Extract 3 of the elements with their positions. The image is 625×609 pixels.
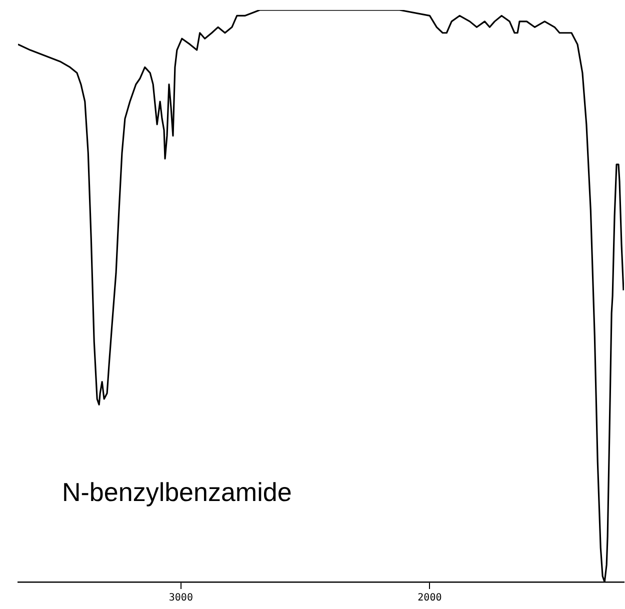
x-tick-label: 2000 [418, 592, 442, 604]
x-tick-label: 3000 [168, 592, 193, 604]
annotation: N-benzylbenzamide [62, 477, 292, 508]
